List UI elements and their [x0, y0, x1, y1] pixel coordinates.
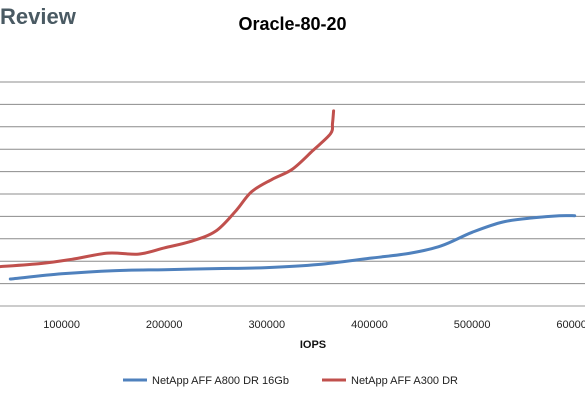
series-line-2 [0, 109, 336, 269]
x-tick-label: 400000 [351, 319, 388, 331]
x-axis-ticks: 100000 200000 300000 400000 500000 600000 [43, 319, 585, 331]
x-tick-label: 500000 [454, 319, 491, 331]
x-tick-label: 100000 [43, 319, 80, 331]
x-tick-label: 600000 [556, 319, 585, 331]
legend-label-2: NetApp AFF A300 DR [351, 375, 458, 387]
legend-label-1: NetApp AFF A800 DR 16Gb [152, 375, 289, 387]
chart-title: Oracle-80-20 [238, 14, 347, 34]
series-lines [0, 109, 577, 281]
x-axis-title: IOPS [300, 339, 326, 351]
x-tick-label: 200000 [146, 319, 183, 331]
series-line-1 [8, 214, 577, 281]
x-tick-label: 300000 [248, 319, 285, 331]
brand-logo-text: Review [0, 4, 76, 29]
gridlines [0, 81, 585, 307]
legend: NetApp AFF A800 DR 16Gb NetApp AFF A300 D… [123, 375, 458, 387]
